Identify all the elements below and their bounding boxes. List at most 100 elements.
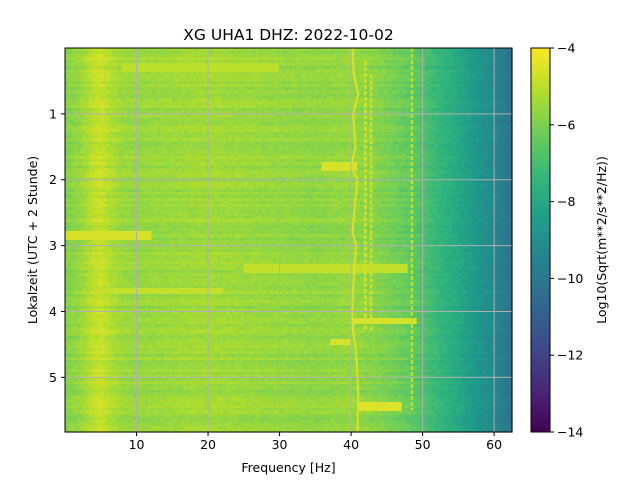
heatmap-cell <box>503 81 507 85</box>
heatmap-cell <box>330 105 334 109</box>
heatmap-cell <box>479 93 483 97</box>
heatmap-cell <box>127 57 132 61</box>
heatmap-cell <box>354 93 358 97</box>
heatmap-cell <box>285 93 290 97</box>
heatmap-cell <box>82 78 87 82</box>
heatmap-cell <box>488 48 492 52</box>
heatmap-cell <box>431 78 436 82</box>
heatmap-cell <box>91 90 96 94</box>
heatmap-cell <box>124 78 129 82</box>
heatmap-cell <box>371 108 376 112</box>
heatmap-cell <box>300 57 304 61</box>
heatmap-cell <box>506 75 510 79</box>
heatmap-cell <box>324 57 328 61</box>
heatmap-cell <box>282 96 287 100</box>
heatmap-cell <box>392 99 397 103</box>
heatmap-cell <box>419 72 424 76</box>
heatmap-cell <box>228 72 233 76</box>
heatmap-cell <box>404 81 409 85</box>
heatmap-cell <box>273 51 278 55</box>
heatmap-cell <box>166 75 170 79</box>
heatmap-cell <box>76 75 81 79</box>
heatmap-cell <box>163 99 167 103</box>
heatmap-cell <box>178 60 182 64</box>
heatmap-cell <box>467 75 471 79</box>
heatmap-cell <box>401 51 406 55</box>
heatmap-cell <box>333 66 337 70</box>
heatmap-cell <box>285 60 290 64</box>
heatmap-cell <box>175 60 179 64</box>
heatmap-cell <box>458 87 462 91</box>
heatmap-cell <box>65 111 69 115</box>
heatmap-cell <box>264 54 269 58</box>
heatmap-cell <box>455 69 459 73</box>
heatmap-cell <box>345 66 349 70</box>
heatmap-cell <box>467 93 471 97</box>
heatmap-cell <box>509 108 513 112</box>
heatmap-cell <box>255 96 260 100</box>
heatmap-cell <box>130 87 135 91</box>
heatmap-cell <box>303 90 307 94</box>
heatmap-cell <box>488 75 492 79</box>
heatmap-cell <box>500 69 504 73</box>
heatmap-cell <box>330 90 334 94</box>
heatmap-cell <box>181 111 185 115</box>
heatmap-cell <box>464 66 468 70</box>
heatmap-cell <box>449 93 453 97</box>
heatmap-cell <box>222 78 227 82</box>
heatmap-cell <box>187 108 191 112</box>
heatmap-cell <box>473 48 477 52</box>
heatmap-cell <box>202 81 206 85</box>
heatmap-cell <box>380 63 385 67</box>
heatmap-cell <box>196 48 200 52</box>
heatmap-cell <box>345 105 349 109</box>
heatmap-cell <box>103 72 108 76</box>
heatmap-cell <box>351 75 355 79</box>
heatmap-cell <box>97 54 102 58</box>
heatmap-cell <box>377 96 382 100</box>
heatmap-cell <box>240 57 245 61</box>
heatmap-cell <box>91 93 96 97</box>
heatmap-cell <box>321 96 325 100</box>
heatmap-cell <box>76 102 81 106</box>
heatmap-cell <box>255 69 260 73</box>
heatmap-cell <box>309 75 313 79</box>
heatmap-cell <box>139 102 144 106</box>
heatmap-cell <box>243 72 248 76</box>
heatmap-cell <box>67 69 72 73</box>
heatmap-cell <box>190 51 194 55</box>
heatmap-cell <box>348 90 352 94</box>
heatmap-cell <box>357 105 361 109</box>
heatmap-cell <box>330 72 334 76</box>
heatmap-cell <box>169 72 173 76</box>
heatmap-cell <box>73 66 78 70</box>
heatmap-cell <box>330 75 334 79</box>
heatmap-cell <box>151 60 155 64</box>
heatmap-cell <box>285 90 290 94</box>
heatmap-cell <box>214 57 218 61</box>
heatmap-cell <box>76 84 81 88</box>
heatmap-cell <box>181 87 185 91</box>
heatmap-cell <box>342 54 346 58</box>
heatmap-cell <box>488 90 492 94</box>
heatmap-cell <box>470 48 474 52</box>
heatmap-cell <box>416 48 421 52</box>
heatmap-cell <box>112 81 117 85</box>
heatmap-cell <box>67 63 72 67</box>
heatmap-cell <box>222 105 227 109</box>
heatmap-cell <box>431 84 436 88</box>
heatmap-cell <box>407 81 412 85</box>
heatmap-cell <box>100 90 105 94</box>
heatmap-cell <box>407 96 412 100</box>
heatmap-cell <box>500 72 504 76</box>
heatmap-cell <box>434 105 439 109</box>
heatmap-cell <box>422 75 427 79</box>
heatmap-cell <box>88 111 93 115</box>
heatmap-cell <box>97 57 102 61</box>
heatmap-cell <box>148 78 153 82</box>
heatmap-cell <box>160 48 164 52</box>
heatmap-cell <box>130 93 135 97</box>
heatmap-cell <box>178 111 182 115</box>
heatmap-cell <box>193 60 197 64</box>
heatmap-cell <box>184 99 188 103</box>
